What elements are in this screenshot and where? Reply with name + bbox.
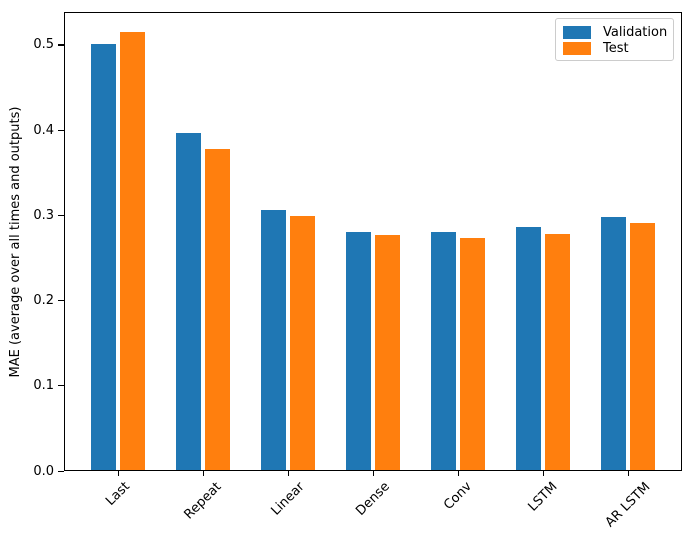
y-tick-mark — [58, 300, 64, 302]
y-tick-label: 0.5 — [33, 37, 54, 53]
y-tick-mark — [58, 214, 64, 217]
x-tick-mark — [628, 471, 630, 476]
y-tick-label: 0.1 — [33, 378, 54, 394]
bar-test-lstm — [544, 234, 570, 470]
y-tick-mark — [58, 129, 64, 131]
bar-validation-linear — [261, 209, 287, 470]
x-tick-mark — [373, 471, 375, 476]
bar-test-ar-lstm — [629, 222, 655, 470]
x-tick-mark — [288, 471, 290, 476]
bar-validation-repeat — [176, 133, 202, 470]
x-tick-label-dense: Dense — [353, 479, 393, 519]
bar-validation-conv — [431, 231, 457, 470]
x-tick-label-lstm: LSTM — [525, 479, 561, 515]
bar-test-dense — [374, 235, 400, 470]
bar-validation-lstm — [516, 226, 542, 470]
y-tick-mark — [58, 385, 64, 387]
y-axis-label: MAE (average over all times and outputs) — [8, 106, 23, 378]
legend-label-validation: Validation — [603, 24, 668, 40]
x-tick-mark — [118, 471, 120, 476]
legend-swatch-test — [563, 41, 591, 55]
x-tick-mark — [543, 471, 545, 476]
y-tick-mark — [58, 470, 64, 472]
bar-validation-ar-lstm — [601, 217, 627, 470]
legend-item-validation: Validation — [563, 24, 668, 40]
legend: Validation Test — [555, 18, 674, 61]
y-tick-label: 0.4 — [33, 122, 54, 138]
x-tick-label-last: Last — [103, 479, 133, 510]
bar-test-repeat — [204, 149, 230, 470]
bar-test-conv — [459, 237, 485, 470]
x-tick-label-linear: Linear — [268, 479, 308, 519]
x-tick-label-ar-lstm: AR LSTM — [602, 479, 654, 531]
y-tick-label: 0.3 — [33, 207, 54, 223]
legend-swatch-validation — [563, 25, 591, 39]
y-tick-label: 0.2 — [33, 293, 54, 309]
bar-validation-dense — [346, 231, 372, 470]
bar-validation-last — [91, 43, 117, 470]
plot-area — [64, 12, 682, 471]
x-tick-label-repeat: Repeat — [181, 479, 225, 523]
x-tick-mark — [203, 471, 205, 476]
legend-label-test: Test — [603, 40, 629, 56]
bar-test-linear — [289, 215, 315, 470]
bar-test-last — [119, 31, 145, 470]
x-tick-label-conv: Conv — [441, 479, 475, 514]
x-tick-mark — [458, 471, 460, 476]
y-tick-mark — [58, 44, 64, 46]
legend-item-test: Test — [563, 41, 665, 55]
y-tick-label: 0.0 — [33, 463, 54, 479]
